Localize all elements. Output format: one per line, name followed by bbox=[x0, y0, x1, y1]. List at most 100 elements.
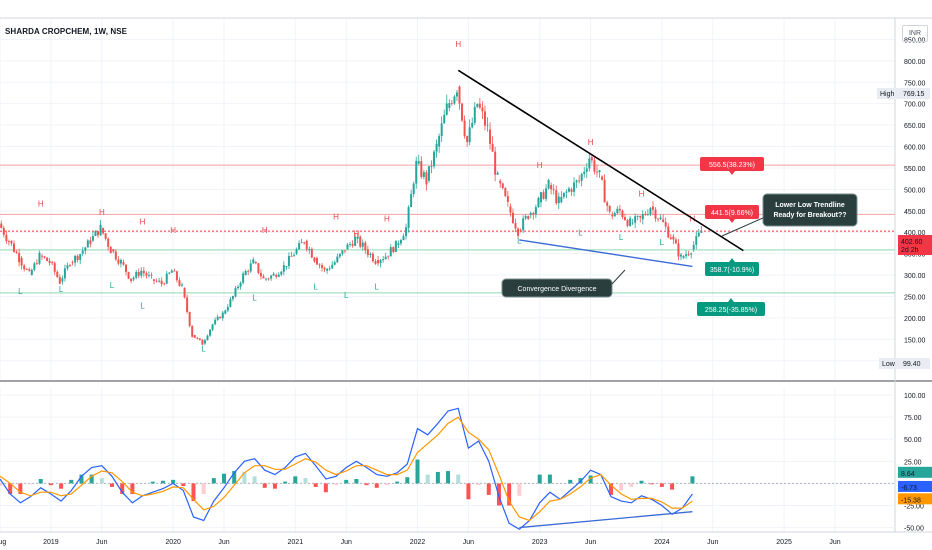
candle-body[interactable] bbox=[674, 239, 677, 244]
candle-body[interactable] bbox=[545, 188, 548, 199]
candle-body[interactable] bbox=[517, 228, 520, 236]
candle-body[interactable] bbox=[13, 243, 16, 252]
candle-body[interactable] bbox=[48, 261, 51, 263]
candle-body[interactable] bbox=[282, 265, 285, 272]
candle-body[interactable] bbox=[463, 120, 466, 137]
y-axis[interactable]: 850.00 800.00 750.00 700.00 650.00 600.00 550.… bbox=[877, 37, 932, 533]
candle-body[interactable] bbox=[216, 316, 219, 320]
candle-body[interactable] bbox=[379, 260, 382, 264]
candle-body[interactable] bbox=[0, 223, 3, 229]
candle-body[interactable] bbox=[262, 276, 265, 279]
candle-body[interactable] bbox=[333, 262, 336, 265]
candle-body[interactable] bbox=[369, 253, 372, 256]
candle-body[interactable] bbox=[183, 287, 186, 298]
candle-body[interactable] bbox=[94, 231, 97, 236]
candle-body[interactable] bbox=[611, 215, 614, 217]
candle-body[interactable] bbox=[399, 240, 402, 244]
candle-body[interactable] bbox=[191, 326, 194, 337]
candle-body[interactable] bbox=[7, 241, 10, 242]
candle-body[interactable] bbox=[590, 157, 593, 161]
candle-body[interactable] bbox=[226, 306, 229, 311]
candle-body[interactable] bbox=[552, 189, 555, 191]
candle-body[interactable] bbox=[290, 255, 293, 257]
candle-body[interactable] bbox=[81, 250, 84, 254]
candle-body[interactable] bbox=[377, 260, 380, 264]
candle-body[interactable] bbox=[501, 183, 504, 189]
candle-body[interactable] bbox=[321, 265, 324, 268]
candle-body[interactable] bbox=[132, 277, 135, 280]
candle-body[interactable] bbox=[66, 265, 69, 269]
candle-body[interactable] bbox=[646, 214, 649, 215]
candle-body[interactable] bbox=[420, 161, 423, 177]
candle-body[interactable] bbox=[606, 202, 609, 206]
candle-body[interactable] bbox=[135, 272, 138, 278]
candle-body[interactable] bbox=[237, 286, 240, 289]
candle-body[interactable] bbox=[616, 208, 619, 214]
candle-body[interactable] bbox=[343, 250, 346, 252]
candle-body[interactable] bbox=[214, 319, 217, 325]
candle-body[interactable] bbox=[28, 269, 31, 271]
candle-body[interactable] bbox=[560, 196, 563, 203]
candle-body[interactable] bbox=[308, 249, 311, 250]
candle-body[interactable] bbox=[61, 278, 64, 282]
candle-body[interactable] bbox=[99, 224, 102, 236]
candle-body[interactable] bbox=[89, 240, 92, 244]
candle-body[interactable] bbox=[257, 263, 260, 273]
candle-body[interactable] bbox=[427, 166, 430, 181]
candle-body[interactable] bbox=[687, 254, 690, 256]
candle-body[interactable] bbox=[389, 247, 392, 257]
candle-body[interactable] bbox=[397, 243, 400, 246]
candle-body[interactable] bbox=[38, 252, 41, 264]
candle-body[interactable] bbox=[150, 274, 153, 276]
candle-body[interactable] bbox=[575, 180, 578, 183]
candle-body[interactable] bbox=[438, 135, 441, 147]
candle-body[interactable] bbox=[272, 273, 275, 276]
divergence-callout[interactable] bbox=[501, 278, 613, 298]
candle-body[interactable] bbox=[206, 335, 209, 341]
candle-body[interactable] bbox=[97, 231, 100, 236]
candle-body[interactable] bbox=[63, 268, 66, 279]
candle-body[interactable] bbox=[142, 270, 145, 274]
candle-body[interactable] bbox=[295, 249, 298, 254]
candle-body[interactable] bbox=[71, 262, 74, 263]
candle-body[interactable] bbox=[613, 213, 616, 217]
candle-body[interactable] bbox=[412, 183, 415, 195]
candle-body[interactable] bbox=[247, 270, 250, 272]
candle-body[interactable] bbox=[679, 254, 682, 257]
candle-body[interactable] bbox=[109, 246, 112, 254]
candle-body[interactable] bbox=[69, 265, 72, 266]
candle-body[interactable] bbox=[242, 273, 245, 283]
candle-body[interactable] bbox=[384, 256, 387, 260]
candle-body[interactable] bbox=[562, 192, 565, 197]
candle-body[interactable] bbox=[392, 247, 395, 253]
candle-body[interactable] bbox=[275, 275, 278, 277]
candle-body[interactable] bbox=[595, 171, 598, 173]
candle-body[interactable] bbox=[359, 236, 362, 247]
candle-body[interactable] bbox=[651, 206, 654, 210]
candle-body[interactable] bbox=[603, 179, 606, 203]
x-axis[interactable]: Aug 2019 Jun 2020 Jun 2021 Jun 2022 Jun 2023 Jun 20… bbox=[0, 539, 841, 546]
candle-body[interactable] bbox=[567, 188, 570, 192]
candle-body[interactable] bbox=[422, 172, 425, 177]
candle-body[interactable] bbox=[175, 271, 178, 281]
candle-body[interactable] bbox=[532, 213, 535, 215]
candle-body[interactable] bbox=[254, 262, 257, 264]
candle-body[interactable] bbox=[415, 160, 418, 184]
candle-body[interactable] bbox=[361, 242, 364, 247]
candle-body[interactable] bbox=[188, 312, 191, 327]
candle-body[interactable] bbox=[690, 253, 693, 255]
candle-body[interactable] bbox=[280, 271, 283, 275]
candle-body[interactable] bbox=[509, 206, 512, 213]
candle-body[interactable] bbox=[489, 129, 492, 144]
candle-body[interactable] bbox=[496, 172, 499, 175]
candle-body[interactable] bbox=[494, 151, 497, 175]
candle-body[interactable] bbox=[346, 244, 349, 250]
candle-body[interactable] bbox=[588, 158, 591, 169]
candle-body[interactable] bbox=[664, 222, 667, 227]
candle-body[interactable] bbox=[529, 213, 532, 216]
candle-body[interactable] bbox=[450, 103, 453, 104]
candle-body[interactable] bbox=[153, 279, 156, 281]
candle-body[interactable] bbox=[481, 107, 484, 112]
candle-body[interactable] bbox=[158, 280, 161, 282]
target-box[interactable] bbox=[705, 262, 759, 276]
